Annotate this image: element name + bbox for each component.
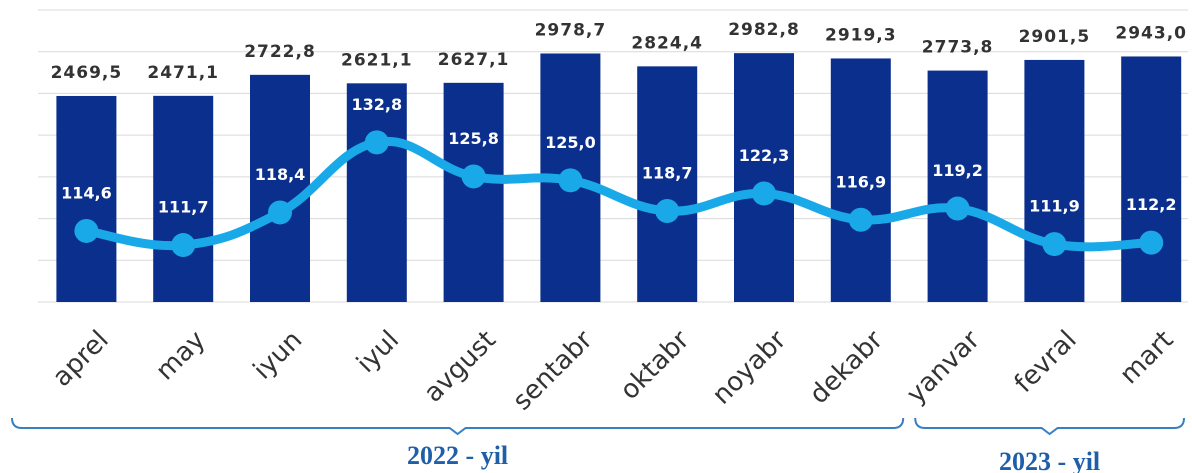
line-point xyxy=(1139,230,1164,255)
bar xyxy=(830,58,891,302)
bar xyxy=(734,53,794,302)
line-point xyxy=(655,198,680,223)
line-point xyxy=(1042,232,1067,257)
bar-value-label: 2621,1 xyxy=(341,50,413,70)
bar xyxy=(250,74,310,302)
bar xyxy=(153,95,214,302)
line-value-label: 118,7 xyxy=(642,163,693,182)
line-value-label: 125,0 xyxy=(545,133,596,152)
line-point xyxy=(461,164,486,189)
line xyxy=(81,136,1156,252)
bar xyxy=(1121,56,1182,303)
x-tick-label: may xyxy=(150,325,211,386)
group-bracket xyxy=(11,417,905,436)
bar xyxy=(1024,59,1085,302)
x-tick-label: oktabr xyxy=(615,325,696,406)
line-point xyxy=(752,181,776,206)
bar xyxy=(346,83,407,302)
x-tick-label: avgust xyxy=(418,325,501,408)
line-value-label: 118,4 xyxy=(255,165,306,184)
x-tick-label: iyun xyxy=(248,325,309,386)
x-tick-label: fevral xyxy=(1009,325,1083,399)
bar-value-label: 2469,5 xyxy=(51,63,123,83)
bar-value-label: 2982,8 xyxy=(728,20,800,40)
line-point xyxy=(945,196,970,221)
bar-value-label: 2627,1 xyxy=(438,50,510,70)
line-value-label: 119,2 xyxy=(932,161,983,180)
bar-value-label: 2722,8 xyxy=(244,42,316,62)
line-value-label: 112,2 xyxy=(1126,195,1177,214)
group-bracket xyxy=(914,417,1185,436)
x-tick-label: mart xyxy=(1114,325,1179,390)
bar xyxy=(637,66,698,302)
bar xyxy=(927,70,988,302)
bar-value-label: 2901,5 xyxy=(1019,27,1091,47)
group-label: 2023 - yil xyxy=(999,447,1100,473)
x-tick-label: noyabr xyxy=(707,325,793,411)
line-value-label: 116,9 xyxy=(835,172,886,191)
bar-value-label: 2471,1 xyxy=(147,63,219,83)
bar xyxy=(56,95,117,302)
x-tick-label: aprel xyxy=(47,325,115,393)
line-value-label: 114,6 xyxy=(61,183,112,202)
x-tick-label: iyul xyxy=(351,325,405,379)
x-tick-label: dekabr xyxy=(804,325,889,410)
line-point xyxy=(364,130,389,155)
line-value-label: 132,8 xyxy=(351,95,402,114)
line-point xyxy=(848,207,873,232)
line-value-label: 111,9 xyxy=(1029,197,1080,216)
line-value-label: 111,7 xyxy=(158,198,209,217)
line-value-label: 125,8 xyxy=(448,129,499,148)
x-tick-label: yanvar xyxy=(901,325,986,410)
group-label: 2022 - yil xyxy=(407,441,508,470)
line-point xyxy=(268,200,292,225)
bar-value-label: 2824,4 xyxy=(631,33,703,53)
bar-value-label: 2978,7 xyxy=(535,20,607,40)
bar-value-label: 2919,3 xyxy=(825,25,897,45)
bar xyxy=(443,82,504,302)
line-point xyxy=(171,233,196,258)
bar-value-label: 2773,8 xyxy=(922,38,994,58)
line-value-label: 122,3 xyxy=(739,146,790,165)
line-point xyxy=(74,218,99,243)
bar-value-label: 2943,0 xyxy=(1115,23,1187,43)
line-point xyxy=(558,168,583,193)
x-tick-label: sentabr xyxy=(507,325,599,417)
